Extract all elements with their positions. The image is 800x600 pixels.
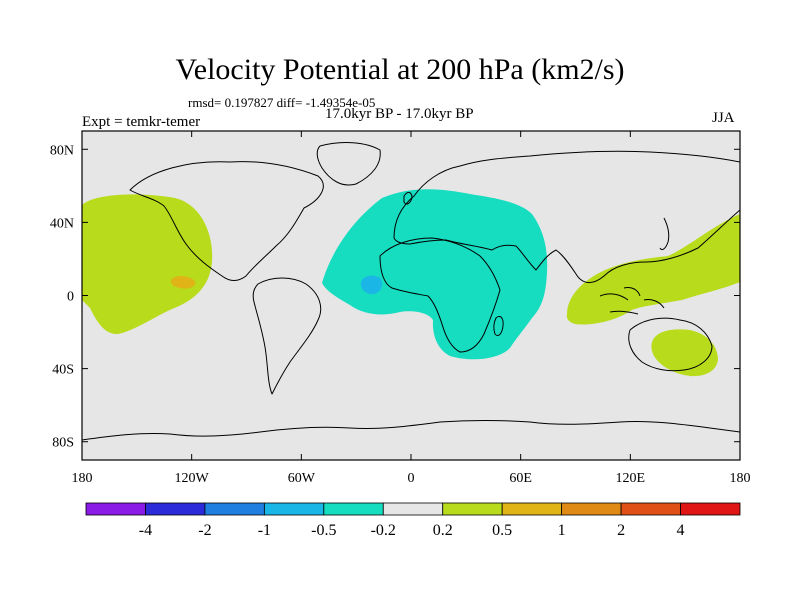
australia-positive-anomaly [651, 329, 718, 377]
colorbar-label: 0.2 [433, 522, 453, 539]
greenland-coast [316, 142, 381, 186]
experiment-label: Expt = temkr-temer [82, 114, 201, 130]
coastlines [82, 142, 740, 441]
lat-tick-label: 0 [67, 290, 74, 305]
colorbar [85, 502, 741, 516]
colorbar-label: 0.5 [492, 522, 512, 539]
uk-coast [403, 191, 413, 205]
lat-tick-label: 80N [50, 143, 74, 158]
lat-tick-label: 40S [52, 363, 74, 378]
madagascar-coast [493, 315, 504, 337]
map-title: Velocity Potential at 200 hPa (km2/s) [175, 53, 625, 86]
japan-coast [659, 217, 670, 251]
lon-tick-label: 120W [175, 471, 210, 486]
colorbar-label: -2 [198, 522, 211, 539]
lon-tick-label: 60E [509, 471, 532, 486]
colorbar-labels: -4 -2 -1 -0.5 -0.2 0.2 0.5 1 2 4 [139, 522, 685, 539]
colorbar-label: 1 [558, 522, 566, 539]
colorbar-box [204, 502, 265, 516]
colorbar-label: 4 [677, 522, 685, 539]
atlantic-blue-core [360, 275, 382, 295]
lon-tick-label: 180 [72, 471, 93, 486]
antarctica-coast [82, 420, 740, 441]
colorbar-box [145, 502, 206, 516]
colorbar-box [263, 502, 325, 516]
colorbar-box [561, 502, 622, 516]
colorbar-box [323, 502, 384, 516]
stats-line: rmsd= 0.197827 diff= -1.49354e-05 [188, 95, 376, 110]
pacific-orange-core [170, 275, 196, 289]
lon-tick-label: 0 [408, 471, 415, 486]
lat-tick-label: 40N [50, 216, 74, 231]
colorbar-box [85, 502, 146, 516]
colorbar-label: -0.2 [371, 522, 396, 539]
colorbar-box [382, 502, 444, 516]
colorbar-label: 2 [617, 522, 625, 539]
lon-tick-label: 180 [730, 471, 751, 486]
indonesia-islands [599, 287, 665, 315]
australia-coast [628, 317, 713, 372]
longitude-axis: 180 120W 60W 0 60E 120E 180 [72, 131, 751, 486]
season-label: JJA [712, 110, 735, 126]
lat-tick-label: 80S [52, 436, 74, 451]
latitude-axis: 80N 40N 0 40S 80S [50, 143, 740, 451]
period-line: 17.0kyr BP - 17.0kyr BP [325, 106, 474, 122]
colorbar-box [442, 502, 503, 516]
africa-coast [379, 237, 501, 353]
lon-tick-label: 60W [288, 471, 316, 486]
colorbar-box [620, 502, 681, 516]
colorbar-label: -1 [258, 522, 271, 539]
colorbar-label: -4 [139, 522, 152, 539]
indonesia-positive-anomaly [566, 214, 740, 325]
lon-tick-label: 120E [616, 471, 646, 486]
north-america-coast [129, 161, 324, 281]
colorbar-label: -0.5 [311, 522, 336, 539]
colorbar-box [680, 502, 741, 516]
pacific-positive-anomaly [82, 194, 213, 335]
colorbar-box [501, 502, 563, 516]
south-america-coast [252, 277, 322, 395]
